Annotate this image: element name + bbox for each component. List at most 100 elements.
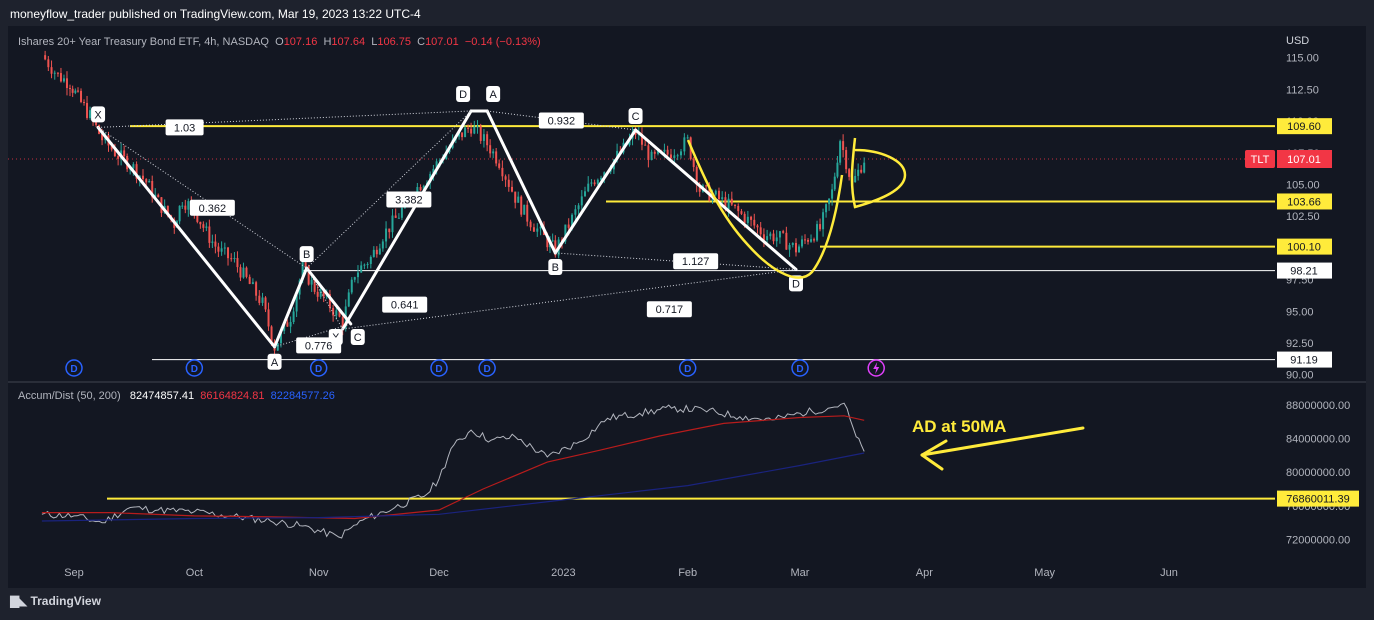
ratio-label[interactable]: 3.382 <box>386 191 432 208</box>
pattern-point-label[interactable]: A <box>486 85 501 102</box>
candle-body <box>813 239 816 241</box>
ratio-label[interactable]: 1.03 <box>165 119 204 136</box>
ratio-label[interactable]: 0.362 <box>189 199 235 216</box>
candle-body <box>839 141 842 163</box>
pattern-ratio-line[interactable] <box>274 323 351 348</box>
dividend-marker[interactable] <box>185 359 204 377</box>
candle-body <box>101 133 104 141</box>
ratio-label[interactable]: 1.127 <box>673 253 719 270</box>
pattern-leg[interactable] <box>305 266 353 326</box>
ad-line[interactable] <box>41 402 865 539</box>
candle-body <box>634 132 637 135</box>
pattern-ratio-line[interactable] <box>487 110 636 131</box>
candle-body <box>721 197 724 200</box>
candle-body <box>53 72 56 74</box>
change-value: −0.14 (−0.13%) <box>464 36 541 48</box>
pattern-point-label[interactable]: A <box>267 353 282 370</box>
dividend-marker[interactable] <box>430 359 448 377</box>
level-price-badge[interactable]: 100.10 <box>1277 238 1332 255</box>
candle-body <box>600 177 603 180</box>
time-tick-label: Nov <box>309 567 329 579</box>
last-price-badge[interactable]: TLT 107.01 <box>1245 149 1332 168</box>
footer-brand[interactable]: ▇◣ TradingView <box>10 594 101 608</box>
ad-ma200-line[interactable] <box>41 452 865 522</box>
candle-body <box>196 211 199 222</box>
time-tick-label: Jun <box>1160 567 1178 579</box>
pattern-point-badge <box>350 328 365 345</box>
annotation-arrow-shaft[interactable] <box>920 426 1085 457</box>
candle-body <box>110 145 113 150</box>
pattern-point-label[interactable]: X <box>91 106 106 123</box>
annotation-arrow-head-icon <box>920 439 948 471</box>
pattern-ratio-line[interactable] <box>306 267 344 330</box>
pattern-point-label[interactable]: D <box>456 85 471 102</box>
pattern-leg[interactable] <box>553 128 638 255</box>
ratio-label[interactable]: 0.717 <box>646 301 692 318</box>
ratio-label[interactable]: 0.641 <box>382 296 428 313</box>
ratio-label-text: 1.03 <box>174 122 195 134</box>
candle-body <box>762 234 765 241</box>
candles[interactable] <box>44 50 866 355</box>
dividend-marker[interactable] <box>791 359 809 377</box>
dividend-marker[interactable] <box>678 359 697 377</box>
pattern-ratio-line[interactable] <box>98 110 472 128</box>
level-price-badge[interactable]: 98.21 <box>1277 262 1332 279</box>
pattern-point-label[interactable]: B <box>299 246 314 263</box>
harmonic-patterns[interactable]: XABXCDABCD1.030.3620.7763.3820.6410.9321… <box>91 85 803 370</box>
pattern-leg[interactable] <box>485 109 557 255</box>
candle-body <box>705 185 708 187</box>
candle-body <box>223 247 226 249</box>
level-price-badge[interactable]: 91.19 <box>1277 351 1332 368</box>
dividend-marker-text: D <box>796 364 803 375</box>
high-label: H <box>323 36 332 48</box>
pattern-leg[interactable] <box>341 109 473 331</box>
candle-body <box>746 216 749 223</box>
candle-body <box>860 169 863 173</box>
pattern-point-text: D <box>459 89 467 101</box>
candle-body <box>479 126 482 141</box>
pattern-leg[interactable] <box>273 266 309 349</box>
dividend-marker[interactable] <box>478 359 496 377</box>
open-value: 107.16 <box>283 36 318 48</box>
candle-body <box>657 150 660 154</box>
candle-body <box>603 172 606 178</box>
ratio-label-badge <box>189 199 235 216</box>
candle-body <box>766 236 769 241</box>
close-label: C <box>417 36 426 48</box>
pane-separator[interactable] <box>8 381 1366 383</box>
ad-axis[interactable]: 88000000.0084000000.0080000000.007600000… <box>1286 400 1350 547</box>
candle-body <box>397 217 400 219</box>
level-price-badge[interactable]: 109.60 <box>1277 118 1332 135</box>
yellow-wedge-annotation[interactable] <box>850 137 907 209</box>
candle-body <box>89 110 92 118</box>
pattern-ratio-line[interactable] <box>97 127 307 269</box>
ratio-label[interactable]: 0.932 <box>538 112 584 129</box>
pattern-point-label[interactable]: D <box>788 275 803 292</box>
pattern-point-label[interactable]: C <box>350 328 365 345</box>
ad-level-badge[interactable]: 76860011.39 <box>1277 490 1359 507</box>
dividend-marker[interactable] <box>309 359 328 377</box>
pattern-ratio-line[interactable] <box>342 268 797 330</box>
dividend-marker[interactable] <box>65 359 83 377</box>
candle-body <box>498 163 501 168</box>
ad-annotation-text: AD at 50MA <box>912 417 1006 436</box>
candle-body <box>523 204 526 215</box>
ratio-label[interactable]: 0.776 <box>296 337 342 354</box>
yellow-curve-annotation[interactable] <box>686 139 844 279</box>
candle-body <box>211 241 214 243</box>
time-axis[interactable]: Sep Oct Nov Dec 2023 Feb Mar Apr May Jun <box>64 567 1178 579</box>
candle-body <box>819 224 822 230</box>
ad-ma50-line[interactable] <box>41 415 865 520</box>
pattern-point-text: A <box>489 89 497 101</box>
level-badge-text: 98.21 <box>1290 266 1318 278</box>
pattern-ratio-line[interactable] <box>306 110 472 269</box>
pattern-point-label[interactable]: B <box>548 258 563 275</box>
candle-body <box>717 190 720 200</box>
level-price-badge[interactable]: 103.66 <box>1277 193 1332 210</box>
candle-body <box>666 149 669 155</box>
pattern-point-label[interactable]: C <box>628 107 643 124</box>
pattern-leg[interactable] <box>96 125 277 349</box>
pattern-point-text: A <box>271 357 279 369</box>
